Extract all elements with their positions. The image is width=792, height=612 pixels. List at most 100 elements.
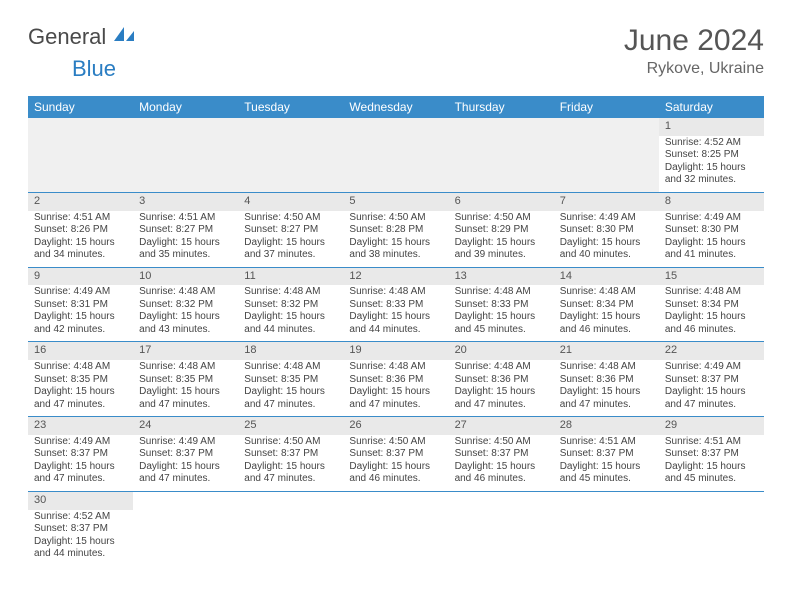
calendar-row: 30Sunrise: 4:52 AMSunset: 8:37 PMDayligh… <box>28 491 764 565</box>
location: Rykove, Ukraine <box>624 60 764 78</box>
sunset-line: Sunset: 8:36 PM <box>560 374 653 387</box>
calendar-cell <box>238 491 343 565</box>
sunrise-line: Sunrise: 4:48 AM <box>665 286 758 299</box>
calendar-cell: 20Sunrise: 4:48 AMSunset: 8:36 PMDayligh… <box>449 342 554 417</box>
calendar-cell: 25Sunrise: 4:50 AMSunset: 8:37 PMDayligh… <box>238 417 343 492</box>
sunset-line: Sunset: 8:30 PM <box>560 224 653 237</box>
calendar-cell: 24Sunrise: 4:49 AMSunset: 8:37 PMDayligh… <box>133 417 238 492</box>
sunset-line: Sunset: 8:31 PM <box>34 299 127 312</box>
day-number: 19 <box>343 342 448 360</box>
day-number: 6 <box>449 193 554 211</box>
weekday-header: Friday <box>554 96 659 118</box>
day-number: 28 <box>554 417 659 435</box>
day-number: 20 <box>449 342 554 360</box>
calendar-cell: 19Sunrise: 4:48 AMSunset: 8:36 PMDayligh… <box>343 342 448 417</box>
sunset-line: Sunset: 8:33 PM <box>349 299 442 312</box>
calendar-cell: 16Sunrise: 4:48 AMSunset: 8:35 PMDayligh… <box>28 342 133 417</box>
calendar-cell <box>554 118 659 192</box>
daylight-line: Daylight: 15 hours and 47 minutes. <box>665 386 758 411</box>
weekday-header: Wednesday <box>343 96 448 118</box>
sunset-line: Sunset: 8:37 PM <box>34 523 127 536</box>
sunrise-line: Sunrise: 4:51 AM <box>560 436 653 449</box>
daylight-line: Daylight: 15 hours and 46 minutes. <box>560 311 653 336</box>
day-number: 9 <box>28 268 133 286</box>
sunrise-line: Sunrise: 4:50 AM <box>455 436 548 449</box>
calendar-cell <box>238 118 343 192</box>
daylight-line: Daylight: 15 hours and 40 minutes. <box>560 237 653 262</box>
daylight-line: Daylight: 15 hours and 47 minutes. <box>139 386 232 411</box>
sunset-line: Sunset: 8:35 PM <box>244 374 337 387</box>
sunrise-line: Sunrise: 4:49 AM <box>139 436 232 449</box>
calendar-cell: 30Sunrise: 4:52 AMSunset: 8:37 PMDayligh… <box>28 491 133 565</box>
day-number: 22 <box>659 342 764 360</box>
sunset-line: Sunset: 8:28 PM <box>349 224 442 237</box>
weekday-header: Tuesday <box>238 96 343 118</box>
day-number: 29 <box>659 417 764 435</box>
daylight-line: Daylight: 15 hours and 46 minutes. <box>665 311 758 336</box>
calendar-cell <box>343 118 448 192</box>
sunrise-line: Sunrise: 4:49 AM <box>34 286 127 299</box>
sunset-line: Sunset: 8:33 PM <box>455 299 548 312</box>
weekday-header-row: SundayMondayTuesdayWednesdayThursdayFrid… <box>28 96 764 118</box>
daylight-line: Daylight: 15 hours and 34 minutes. <box>34 237 127 262</box>
calendar-cell <box>343 491 448 565</box>
calendar-cell: 14Sunrise: 4:48 AMSunset: 8:34 PMDayligh… <box>554 267 659 342</box>
weekday-header: Thursday <box>449 96 554 118</box>
calendar-cell <box>554 491 659 565</box>
sunset-line: Sunset: 8:36 PM <box>349 374 442 387</box>
calendar-row: 9Sunrise: 4:49 AMSunset: 8:31 PM Daylight… <box>28 267 764 342</box>
sunrise-line: Sunrise: 4:49 AM <box>665 361 758 374</box>
calendar-cell: 28Sunrise: 4:51 AMSunset: 8:37 PMDayligh… <box>554 417 659 492</box>
calendar-cell: 18Sunrise: 4:48 AMSunset: 8:35 PMDayligh… <box>238 342 343 417</box>
sunset-line: Sunset: 8:32 PM <box>244 299 337 312</box>
calendar-cell: 9Sunrise: 4:49 AMSunset: 8:31 PMDaylight… <box>28 267 133 342</box>
sunset-line: Sunset: 8:37 PM <box>665 374 758 387</box>
sunset-line: Sunset: 8:34 PM <box>665 299 758 312</box>
weekday-header: Monday <box>133 96 238 118</box>
daylight-line: Daylight: 15 hours and 38 minutes. <box>349 237 442 262</box>
calendar-cell: 6Sunrise: 4:50 AMSunset: 8:29 PMDaylight… <box>449 192 554 267</box>
sunset-line: Sunset: 8:32 PM <box>139 299 232 312</box>
daylight-line: Daylight: 15 hours and 44 minutes. <box>349 311 442 336</box>
sunset-line: Sunset: 8:35 PM <box>34 374 127 387</box>
logo: General <box>28 24 140 50</box>
sunrise-line: Sunrise: 4:50 AM <box>244 436 337 449</box>
calendar-cell <box>449 491 554 565</box>
day-number: 11 <box>238 268 343 286</box>
sunset-line: Sunset: 8:36 PM <box>455 374 548 387</box>
calendar-cell: 7Sunrise: 4:49 AMSunset: 8:30 PMDaylight… <box>554 192 659 267</box>
day-number: 26 <box>343 417 448 435</box>
daylight-line: Daylight: 15 hours and 47 minutes. <box>244 461 337 486</box>
day-number: 27 <box>449 417 554 435</box>
sunrise-line: Sunrise: 4:49 AM <box>560 212 653 225</box>
daylight-line: Daylight: 15 hours and 39 minutes. <box>455 237 548 262</box>
sunset-line: Sunset: 8:37 PM <box>455 448 548 461</box>
title-block: June 2024 Rykove, Ukraine <box>624 24 764 78</box>
sunrise-line: Sunrise: 4:48 AM <box>139 361 232 374</box>
calendar-cell: 5Sunrise: 4:50 AMSunset: 8:28 PMDaylight… <box>343 192 448 267</box>
weekday-header: Saturday <box>659 96 764 118</box>
daylight-line: Daylight: 15 hours and 47 minutes. <box>34 386 127 411</box>
sunset-line: Sunset: 8:37 PM <box>665 448 758 461</box>
sunrise-line: Sunrise: 4:50 AM <box>349 212 442 225</box>
sunset-line: Sunset: 8:30 PM <box>665 224 758 237</box>
calendar-cell: 11Sunrise: 4:48 AMSunset: 8:32 PMDayligh… <box>238 267 343 342</box>
month-title: June 2024 <box>624 24 764 58</box>
calendar-row: 23Sunrise: 4:49 AMSunset: 8:37 PMDayligh… <box>28 417 764 492</box>
sunrise-line: Sunrise: 4:48 AM <box>560 286 653 299</box>
day-number: 7 <box>554 193 659 211</box>
daylight-line: Daylight: 15 hours and 45 minutes. <box>455 311 548 336</box>
day-number: 25 <box>238 417 343 435</box>
daylight-line: Daylight: 15 hours and 44 minutes. <box>34 536 127 561</box>
sunset-line: Sunset: 8:35 PM <box>139 374 232 387</box>
daylight-line: Daylight: 15 hours and 45 minutes. <box>665 461 758 486</box>
calendar-cell: 15Sunrise: 4:48 AMSunset: 8:34 PMDayligh… <box>659 267 764 342</box>
calendar-cell: 8Sunrise: 4:49 AMSunset: 8:30 PMDaylight… <box>659 192 764 267</box>
day-number: 10 <box>133 268 238 286</box>
daylight-line: Daylight: 15 hours and 35 minutes. <box>139 237 232 262</box>
calendar-cell: 29Sunrise: 4:51 AMSunset: 8:37 PMDayligh… <box>659 417 764 492</box>
sunrise-line: Sunrise: 4:48 AM <box>34 361 127 374</box>
sunrise-line: Sunrise: 4:48 AM <box>560 361 653 374</box>
day-number: 21 <box>554 342 659 360</box>
sunrise-line: Sunrise: 4:50 AM <box>455 212 548 225</box>
